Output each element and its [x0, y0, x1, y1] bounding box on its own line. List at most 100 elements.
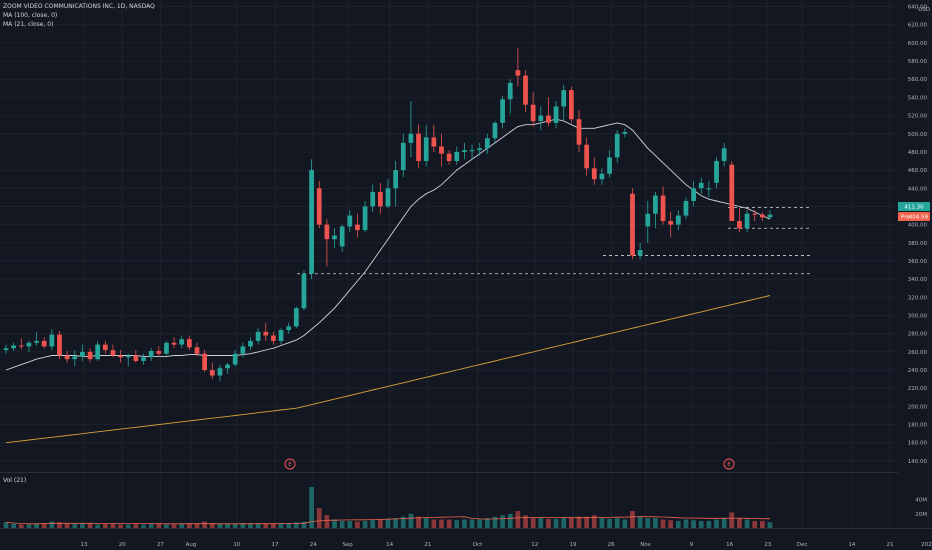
- candle-body: [179, 339, 184, 344]
- symbol-title[interactable]: ZOOM VIDEO COMMUNICATIONS INC, 1D, NASDA…: [3, 3, 155, 10]
- candle-body: [462, 150, 467, 152]
- volume-bar: [4, 522, 9, 528]
- volume-bar: [218, 524, 223, 528]
- ma21-line: [6, 119, 770, 370]
- volume-bar: [752, 521, 757, 528]
- volume-bar: [340, 521, 345, 528]
- volume-bar: [745, 520, 750, 528]
- volume-bar: [179, 524, 184, 528]
- candle-body: [653, 196, 658, 214]
- candle-body: [309, 170, 314, 274]
- ma100-legend[interactable]: MA (100, close, 0): [3, 12, 57, 19]
- candle-body: [600, 174, 605, 179]
- volume-bar: [577, 517, 582, 528]
- candle-body: [202, 354, 207, 370]
- volume-bar: [439, 520, 444, 528]
- volume-bar: [477, 520, 482, 528]
- price-tick-label: 160.00: [908, 441, 928, 447]
- price-tick-label: 300.00: [908, 314, 928, 320]
- volume-bar: [103, 524, 108, 528]
- candle-body: [424, 137, 429, 161]
- price-tick-label: 600.00: [908, 41, 928, 47]
- ma21-legend[interactable]: MA (21, close, 0): [3, 21, 53, 28]
- time-tick-label: 2021: [921, 542, 932, 548]
- candle-body: [141, 357, 146, 361]
- candle-body: [668, 221, 673, 225]
- candle-body: [661, 196, 666, 221]
- candle-body: [134, 355, 139, 360]
- candle-body: [615, 134, 620, 158]
- price-tick-label: 520.00: [908, 114, 928, 120]
- time-tick-label: 21: [424, 542, 431, 548]
- price-tick-label: 400.00: [908, 223, 928, 229]
- volume-bar: [134, 524, 139, 528]
- candle-body: [172, 343, 177, 345]
- time-axis[interactable]: 13 20 27 Aug 10 17 24 Sep 14 21 Oct 12 19 26 Nov 9 16 23 D…: [81, 542, 932, 548]
- ma100-path: [6, 296, 770, 443]
- volume-legend[interactable]: Vol (21): [3, 477, 26, 484]
- candle-body: [699, 183, 704, 188]
- volume-bar: [470, 520, 475, 528]
- price-tick-label: 500.00: [908, 132, 928, 138]
- candle-body: [676, 216, 681, 225]
- volume-bar: [661, 520, 666, 528]
- candle-body: [760, 215, 765, 218]
- volume-bar: [271, 524, 276, 528]
- candle-body: [393, 170, 398, 188]
- volume-bar: [355, 522, 360, 528]
- last-price-text: 411.30: [904, 205, 924, 211]
- volume-bar: [233, 524, 238, 528]
- price-axis[interactable]: 140.00 160.00 180.00 200.00 220.00 240.00 260.…: [908, 5, 928, 465]
- time-tick-label: 27: [157, 542, 164, 548]
- volume-bar: [156, 524, 161, 528]
- candle-body: [561, 90, 566, 106]
- candle-body: [592, 168, 597, 179]
- candle-body: [355, 225, 360, 230]
- price-tick-label: 580.00: [908, 59, 928, 65]
- candle-body: [470, 150, 475, 151]
- volume-bar: [684, 520, 689, 528]
- candle-body: [317, 188, 322, 224]
- volume-bar: [645, 518, 650, 528]
- candle-body: [691, 188, 696, 201]
- candle-body: [622, 132, 627, 134]
- price-tick-label: 240.00: [908, 368, 928, 374]
- volume-bar: [485, 518, 490, 528]
- volume-bar: [11, 524, 16, 528]
- price-tick-label: 440.00: [908, 186, 928, 192]
- candle-body: [607, 157, 612, 173]
- volume-bar: [523, 515, 528, 528]
- candle-body: [332, 236, 337, 240]
- volume-bar: [454, 520, 459, 528]
- candle-body: [729, 165, 734, 221]
- candle-body: [279, 330, 284, 341]
- candle-body: [554, 107, 559, 123]
- volume-bar: [225, 524, 230, 528]
- pre-price-text: 404.59: [909, 215, 929, 221]
- candle-body: [569, 90, 574, 119]
- volume-bar: [80, 523, 85, 528]
- earnings-marker-1-label: E: [288, 462, 292, 468]
- time-tick-label: Aug: [186, 542, 197, 548]
- candle-body: [210, 370, 215, 375]
- time-tick-label: 13: [81, 542, 88, 548]
- volume-bar: [431, 520, 436, 528]
- candle-body: [416, 134, 421, 161]
- price-tick-label: 260.00: [908, 350, 928, 356]
- candle-body: [523, 76, 528, 105]
- volume-bar: [49, 522, 54, 528]
- time-tick-label: 21: [887, 542, 894, 548]
- volume-bar: [164, 524, 169, 528]
- volume-bar: [638, 517, 643, 528]
- volume-axis: 40M 20M: [915, 498, 927, 518]
- time-tick-label: Oct: [473, 542, 483, 548]
- price-tick-label: 180.00: [908, 423, 928, 429]
- candle-body: [72, 356, 77, 359]
- volume-bar: [729, 512, 734, 528]
- candle-body: [256, 332, 261, 341]
- candle-body: [638, 250, 643, 255]
- candle-body: [302, 274, 307, 309]
- price-tick-label: 620.00: [908, 23, 928, 29]
- candle-body: [225, 365, 230, 369]
